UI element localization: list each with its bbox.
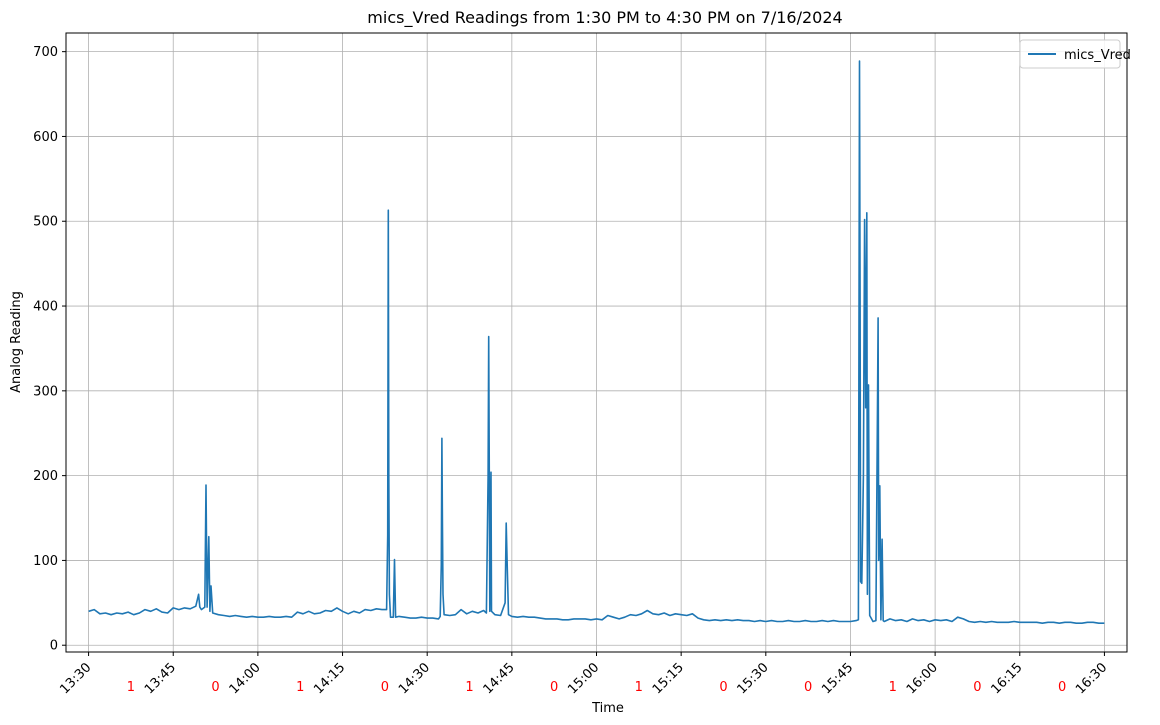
x-tick-label: 15:00	[565, 660, 602, 697]
segment-label: 0	[211, 680, 219, 695]
segment-label: 0	[973, 680, 981, 695]
x-tick-label: 14:00	[227, 660, 264, 697]
legend: mics_Vred	[1019, 39, 1131, 69]
y-axis-label: Analog Reading	[9, 291, 24, 393]
x-tick-label: 15:15	[650, 660, 687, 697]
y-tick-label: 100	[33, 554, 58, 569]
segment-label: 0	[719, 680, 727, 695]
x-tick-label: 15:30	[735, 660, 772, 697]
x-tick-label: 14:30	[396, 660, 433, 697]
x-tick-label: 13:45	[142, 660, 179, 697]
segment-label: 0	[550, 680, 558, 695]
segment-labels: 1 0 1 0 1 0 1 0 0 1 0 0	[127, 680, 1066, 695]
segment-label: 0	[804, 680, 812, 695]
x-tick-label: 13:30	[57, 660, 94, 697]
x-tick-label: 16:00	[904, 660, 941, 697]
x-tick-label: 16:30	[1073, 660, 1110, 697]
y-tick-label: 300	[33, 384, 58, 399]
y-tick-label: 400	[33, 300, 58, 315]
x-tick-label: 15:45	[819, 660, 856, 697]
legend-entry: mics_Vred	[1064, 48, 1131, 63]
y-tick-label: 200	[33, 469, 58, 484]
y-tick-label: 0	[50, 639, 58, 654]
series-layer	[88, 60, 1105, 624]
series-line-mics-vred	[88, 60, 1105, 624]
x-tick-label: 14:45	[481, 660, 518, 697]
y-tick-label: 700	[33, 45, 58, 60]
chart-title: mics_Vred Readings from 1:30 PM to 4:30 …	[367, 8, 842, 28]
x-tick-label: 14:15	[311, 660, 348, 697]
segment-label: 1	[296, 680, 304, 695]
segment-label: 0	[1058, 680, 1066, 695]
y-tick-label: 600	[33, 130, 58, 145]
segment-label: 1	[127, 680, 135, 695]
segment-label: 1	[889, 680, 897, 695]
y-tick-label: 500	[33, 215, 58, 230]
legend-box	[1019, 39, 1121, 69]
grid-lines	[66, 33, 1127, 652]
segment-label: 1	[465, 680, 473, 695]
y-axis: 0 100 200 300 400 500 600 700	[33, 45, 66, 654]
x-axis-label: Time	[591, 701, 624, 716]
x-tick-label: 16:15	[988, 660, 1025, 697]
segment-label: 1	[635, 680, 643, 695]
segment-label: 0	[381, 680, 389, 695]
